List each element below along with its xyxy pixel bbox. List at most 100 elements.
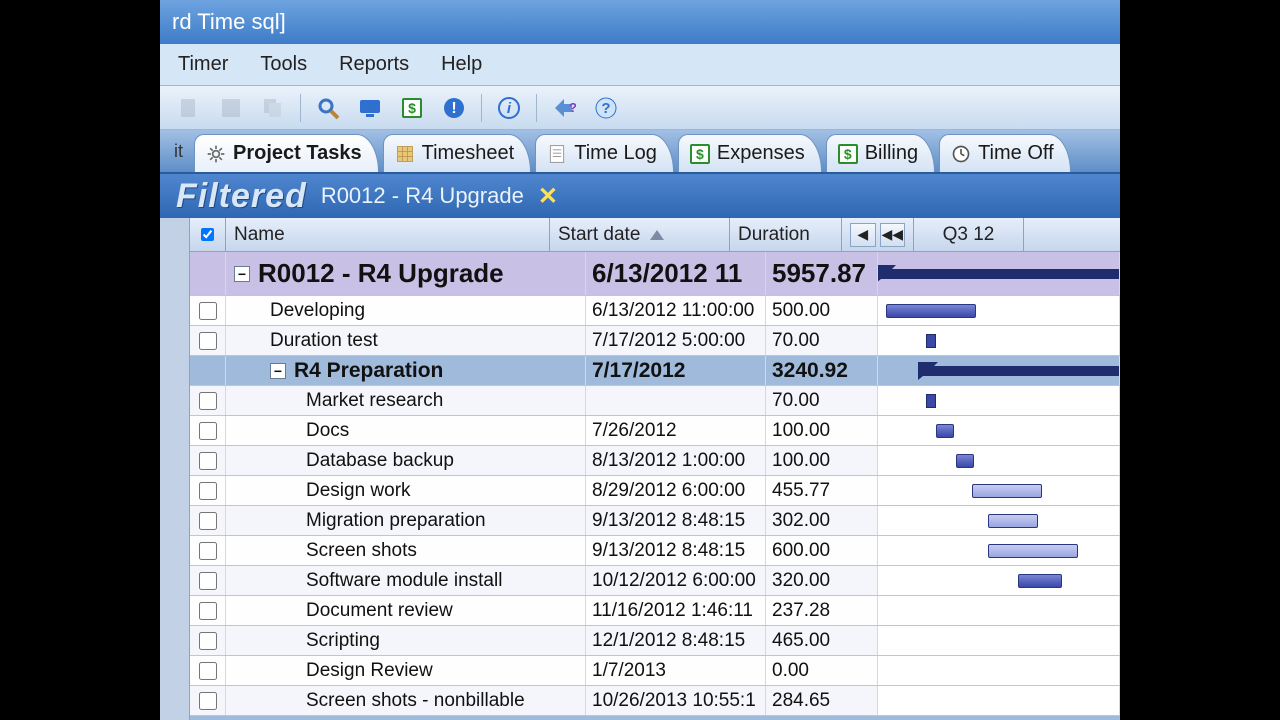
- menu-timer[interactable]: Timer: [178, 53, 228, 76]
- cell-duration: 600.00: [766, 536, 878, 565]
- cell-start-date: 8/29/2012 6:00:00: [586, 476, 766, 505]
- cell-duration: 70.00: [766, 386, 878, 415]
- tab-time-off[interactable]: Time Off: [939, 134, 1071, 172]
- row-checkbox[interactable]: [199, 392, 217, 410]
- cell-gantt: [878, 626, 1120, 655]
- row-checkbox[interactable]: [199, 542, 217, 560]
- task-grid: Name Start date Duration ◀ ◀◀ Q3 12 −R00…: [190, 218, 1120, 720]
- task-row[interactable]: Design Review1/7/20130.00: [190, 656, 1120, 686]
- cell-duration: 100.00: [766, 446, 878, 475]
- row-checkbox-cell: [190, 416, 226, 445]
- tab-project-tasks[interactable]: Project Tasks: [194, 134, 379, 172]
- task-row[interactable]: Scripting12/1/2012 8:48:15465.00: [190, 626, 1120, 656]
- nav-prev-button[interactable]: ◀: [850, 223, 876, 247]
- cell-gantt: [878, 476, 1120, 505]
- svg-text:i: i: [507, 100, 512, 117]
- task-row[interactable]: −R0012 - R4 Upgrade6/13/2012 115957.87: [190, 252, 1120, 296]
- tab-time-log[interactable]: Time Log: [535, 134, 674, 172]
- tab-billing[interactable]: $Billing: [826, 134, 935, 172]
- filter-bar: Filtered R0012 - R4 Upgrade ✕: [160, 174, 1120, 218]
- gantt-bar[interactable]: [988, 544, 1078, 558]
- row-checkbox[interactable]: [199, 482, 217, 500]
- tab-timesheet[interactable]: Timesheet: [383, 134, 532, 172]
- tab-expenses[interactable]: $Expenses: [678, 134, 822, 172]
- task-name: R0012 - R4 Upgrade: [258, 258, 504, 289]
- cell-name: Migration preparation: [226, 506, 586, 535]
- cell-gantt: [878, 536, 1120, 565]
- monitor-icon[interactable]: [355, 93, 385, 123]
- info-icon[interactable]: i: [494, 93, 524, 123]
- expand-toggle[interactable]: −: [234, 266, 250, 282]
- gantt-bar[interactable]: [936, 424, 954, 438]
- menu-reports[interactable]: Reports: [339, 53, 409, 76]
- money-icon[interactable]: $: [397, 93, 427, 123]
- cell-name: −R0012 - R4 Upgrade: [226, 252, 586, 295]
- row-checkbox[interactable]: [199, 632, 217, 650]
- grid-header: Name Start date Duration ◀ ◀◀ Q3 12: [190, 218, 1120, 252]
- title-bar: rd Time sql]: [160, 0, 1120, 44]
- help-arrow-icon[interactable]: ?: [549, 93, 579, 123]
- row-checkbox[interactable]: [199, 512, 217, 530]
- task-row[interactable]: Software module install10/12/2012 6:00:0…: [190, 566, 1120, 596]
- help-icon[interactable]: ?: [591, 93, 621, 123]
- row-checkbox[interactable]: [199, 662, 217, 680]
- gantt-bar[interactable]: [956, 454, 974, 468]
- task-row[interactable]: Design work8/29/2012 6:00:00455.77: [190, 476, 1120, 506]
- new-icon: [174, 93, 204, 123]
- task-name: Database backup: [306, 450, 454, 472]
- task-row[interactable]: Document review11/16/2012 1:46:11237.28: [190, 596, 1120, 626]
- cell-name: −R4 Preparation: [226, 356, 586, 385]
- header-quarter[interactable]: Q3 12: [914, 218, 1024, 251]
- task-row[interactable]: Developing6/13/2012 11:00:00500.00: [190, 296, 1120, 326]
- row-checkbox[interactable]: [199, 572, 217, 590]
- cell-name: Docs: [226, 416, 586, 445]
- gantt-marker: [926, 394, 936, 408]
- header-checkbox[interactable]: [190, 218, 226, 251]
- menu-bar: Timer Tools Reports Help: [160, 44, 1120, 86]
- task-row[interactable]: Docs7/26/2012100.00: [190, 416, 1120, 446]
- cell-duration: 70.00: [766, 326, 878, 355]
- header-name[interactable]: Name: [226, 218, 550, 251]
- gantt-bar[interactable]: [988, 514, 1038, 528]
- cell-name: Screen shots: [226, 536, 586, 565]
- clear-filter-button[interactable]: ✕: [538, 182, 558, 211]
- nav-fast-prev-button[interactable]: ◀◀: [880, 223, 906, 247]
- toolbar: $ ! i ? ?: [160, 86, 1120, 130]
- task-row[interactable]: Duration test7/17/2012 5:00:0070.00: [190, 326, 1120, 356]
- gantt-bar[interactable]: [1018, 574, 1062, 588]
- cell-gantt: [878, 386, 1120, 415]
- row-checkbox[interactable]: [199, 692, 217, 710]
- header-duration[interactable]: Duration: [730, 218, 842, 251]
- task-row[interactable]: Screen shots9/13/2012 8:48:15600.00: [190, 536, 1120, 566]
- svg-text:!: !: [451, 100, 456, 117]
- expand-toggle[interactable]: −: [270, 363, 286, 379]
- task-row[interactable]: Screen shots - nonbillable10/26/2013 10:…: [190, 686, 1120, 716]
- task-row[interactable]: Market research70.00: [190, 386, 1120, 416]
- task-row[interactable]: −R4 Preparation7/17/20123240.92: [190, 356, 1120, 386]
- cell-name: Developing: [226, 296, 586, 325]
- cell-start-date: 9/13/2012 8:48:15: [586, 506, 766, 535]
- alert-icon[interactable]: !: [439, 93, 469, 123]
- menu-tools[interactable]: Tools: [260, 53, 307, 76]
- task-name: Developing: [270, 300, 365, 322]
- cell-duration: 5957.87: [766, 252, 878, 295]
- search-icon[interactable]: [313, 93, 343, 123]
- window-title: rd Time sql]: [172, 9, 286, 35]
- tab-strip: it Project TasksTimesheetTime Log$Expens…: [160, 130, 1120, 174]
- task-name: Duration test: [270, 330, 378, 352]
- row-checkbox[interactable]: [199, 302, 217, 320]
- cell-gantt: [878, 446, 1120, 475]
- header-start-date[interactable]: Start date: [550, 218, 730, 251]
- menu-help[interactable]: Help: [441, 53, 482, 76]
- task-row[interactable]: Database backup8/13/2012 1:00:00100.00: [190, 446, 1120, 476]
- cell-gantt: [878, 656, 1120, 685]
- row-checkbox[interactable]: [199, 452, 217, 470]
- row-checkbox[interactable]: [199, 602, 217, 620]
- gantt-bar[interactable]: [972, 484, 1042, 498]
- task-row[interactable]: Migration preparation9/13/2012 8:48:1530…: [190, 506, 1120, 536]
- row-checkbox[interactable]: [199, 422, 217, 440]
- cell-duration: 100.00: [766, 416, 878, 445]
- cell-start-date: 10/12/2012 6:00:00: [586, 566, 766, 595]
- gantt-bar[interactable]: [886, 304, 976, 318]
- row-checkbox[interactable]: [199, 332, 217, 350]
